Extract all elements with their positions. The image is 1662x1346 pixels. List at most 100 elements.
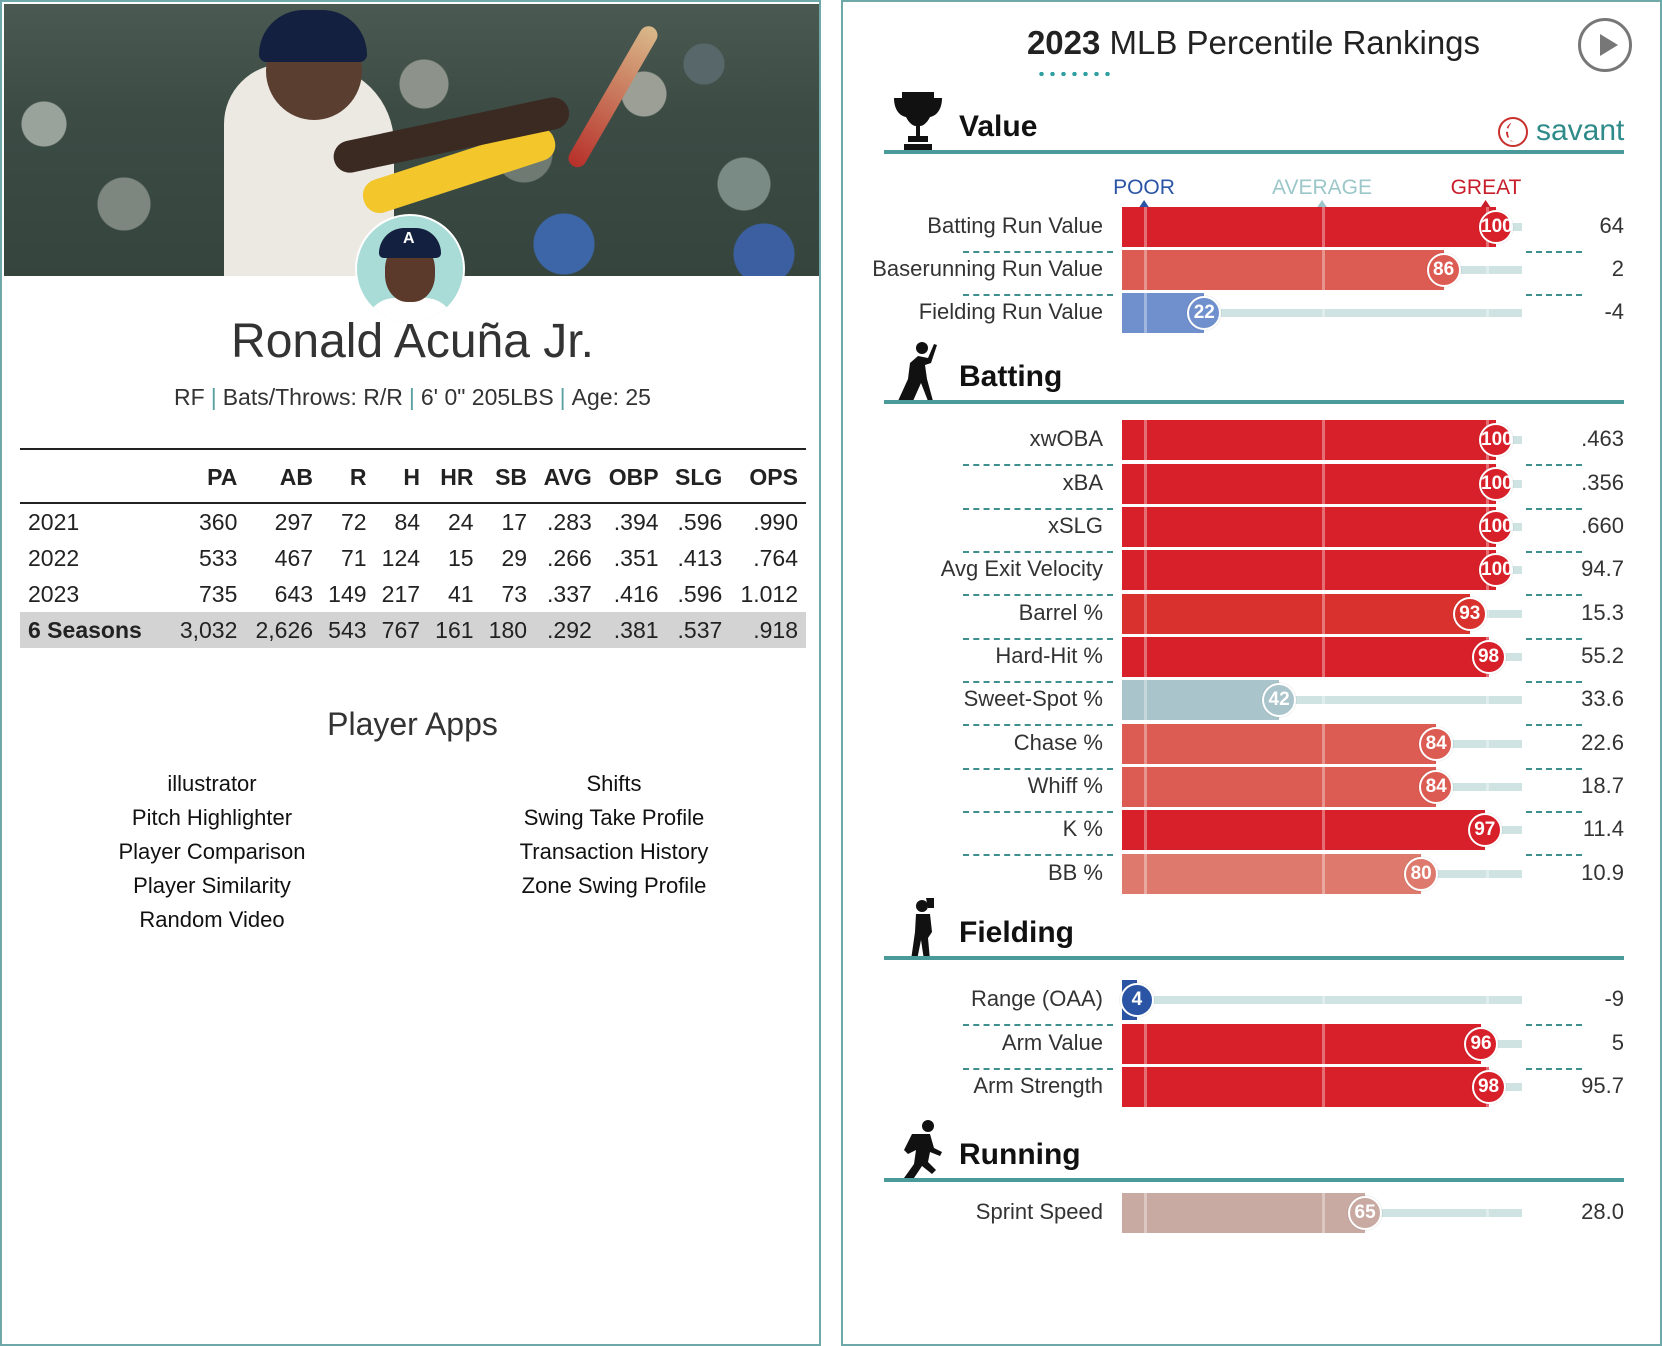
great-marker-line	[1486, 250, 1489, 290]
percentile-bar[interactable]: 100	[1122, 507, 1522, 547]
player-app-link[interactable]: Player Comparison	[118, 839, 306, 864]
percentile-bar-track	[1122, 696, 1522, 704]
metric-row[interactable]: Chase % 84 22.6	[843, 724, 1662, 770]
metric-row[interactable]: BB % 80 10.9	[843, 854, 1662, 894]
percentile-bar-fill	[1122, 680, 1280, 720]
percentile-bar[interactable]: 80	[1122, 854, 1522, 894]
percentile-bar[interactable]: 42	[1122, 680, 1522, 720]
player-app-link[interactable]: Random Video	[139, 907, 285, 932]
percentile-bar[interactable]: 93	[1122, 594, 1522, 634]
row-divider	[1526, 811, 1582, 813]
stats-cell: 73	[501, 580, 528, 607]
metric-name: K %	[1062, 816, 1103, 841]
scale-label-poor: POOR	[1113, 176, 1175, 209]
metric-row[interactable]: Batting Run Value 100 64	[843, 207, 1662, 253]
play-animation-button[interactable]	[1578, 18, 1632, 72]
savant-logo: savant	[1498, 114, 1624, 148]
section-batting: Batting	[884, 338, 1624, 404]
metric-value: 95.7	[1581, 1073, 1624, 1098]
stats-cell: 217	[381, 580, 421, 607]
rankings-year[interactable]: 2023	[1026, 24, 1101, 61]
percentile-bar[interactable]: 97	[1122, 810, 1522, 850]
year-dropdown-underline[interactable]	[1036, 72, 1112, 76]
percentile-bar[interactable]: 96	[1122, 1024, 1522, 1064]
section-label: Running	[959, 1138, 1081, 1171]
stats-cell: .413	[677, 544, 723, 571]
player-name: Ronald Acuña Jr.	[231, 315, 594, 368]
percentile-bar[interactable]: 100	[1122, 420, 1522, 460]
average-marker-line	[1322, 207, 1325, 247]
row-divider	[963, 724, 1113, 726]
metric-row[interactable]: Fielding Run Value 22 -4	[843, 293, 1662, 333]
row-divider	[1526, 854, 1582, 856]
metric-value: 5	[1611, 1030, 1624, 1055]
player-app-link[interactable]: Transaction History	[519, 839, 709, 864]
row-divider	[963, 768, 1113, 770]
section-divider	[884, 1178, 1624, 1182]
metric-row[interactable]: Barrel % 93 15.3	[843, 594, 1662, 640]
player-card: A Ronald Acuña Jr. RF | Bats/Throws: R/R | 6…	[0, 0, 821, 1346]
row-divider	[1526, 551, 1582, 553]
metric-name: Barrel %	[1018, 600, 1103, 625]
metric-row[interactable]: Whiff % 84 18.7	[843, 767, 1662, 813]
metric-value: .660	[1581, 513, 1624, 538]
percentile-bar[interactable]: 4	[1119, 980, 1522, 1020]
player-app-link[interactable]: Swing Take Profile	[523, 805, 705, 830]
metric-row[interactable]: Arm Strength 98 95.7	[843, 1067, 1662, 1107]
savant-brand-text: savant	[1536, 114, 1625, 147]
stats-cell: 15	[447, 544, 474, 571]
metric-value: 15.3	[1581, 600, 1624, 625]
metric-row[interactable]: Hard-Hit % 98 55.2	[843, 637, 1662, 683]
stats-cell: .381	[599, 612, 667, 648]
metric-row[interactable]: Avg Exit Velocity 100 94.7	[843, 550, 1662, 596]
metric-row[interactable]: Range (OAA) 4 -9	[843, 980, 1662, 1026]
percentile-circle: 100	[1479, 510, 1513, 544]
metric-row[interactable]: xBA 100 .356	[843, 464, 1662, 510]
metric-row[interactable]: xwOBA 100 .463	[843, 420, 1662, 466]
percentile-bar[interactable]: 98	[1122, 1067, 1522, 1107]
stats-cell: .537	[666, 612, 731, 648]
metric-row[interactable]: xSLG 100 .660	[843, 507, 1662, 553]
great-marker-line	[1486, 680, 1489, 720]
stats-col-header: OPS	[730, 448, 806, 504]
percentile-bar[interactable]: 86	[1122, 250, 1522, 290]
metric-row[interactable]: Sprint Speed 65 28.0	[843, 1193, 1662, 1233]
percentile-circle: 84	[1419, 727, 1454, 761]
row-divider	[963, 251, 1113, 253]
metric-name: Batting Run Value	[927, 213, 1103, 238]
player-app-link[interactable]: illustrator	[167, 771, 257, 796]
stats-col-header: AVG	[535, 448, 600, 504]
percentile-circle: 93	[1452, 597, 1487, 631]
stats-season-row: 2022 533 467 71 124 15 29 .266 .351 .413 .764	[20, 540, 806, 576]
metric-row[interactable]: K % 97 11.4	[843, 810, 1662, 856]
percentile-bar[interactable]: 84	[1122, 724, 1522, 764]
percentile-bar[interactable]: 84	[1122, 767, 1522, 807]
percentile-bar-fill	[1122, 767, 1437, 807]
percentile-bar[interactable]: 98	[1122, 637, 1522, 677]
row-divider	[1526, 638, 1582, 640]
row-divider	[963, 854, 1113, 856]
percentile-bar[interactable]: 100	[1122, 207, 1522, 247]
poor-marker-line	[1144, 207, 1147, 247]
metric-value: 28.0	[1581, 1199, 1624, 1224]
metric-row[interactable]: Baserunning Run Value 86 2	[843, 250, 1662, 296]
player-app-link[interactable]: Player Similarity	[133, 873, 291, 898]
percentile-bar[interactable]: 22	[1122, 293, 1522, 333]
row-divider	[1526, 594, 1582, 596]
metric-row[interactable]: Arm Value 96 5	[843, 1024, 1662, 1070]
great-marker-line	[1486, 293, 1489, 333]
average-marker-line	[1322, 680, 1325, 720]
player-app-link[interactable]: Zone Swing Profile	[521, 873, 707, 898]
rankings-title: 2023 MLB Percentile Rankings	[843, 24, 1662, 62]
metric-row[interactable]: Sweet-Spot % 42 33.6	[843, 680, 1662, 726]
average-marker-line	[1322, 1067, 1325, 1107]
player-app-link[interactable]: Shifts	[586, 771, 642, 796]
metric-name: Range (OAA)	[970, 986, 1103, 1011]
percentile-bar[interactable]: 65	[1122, 1193, 1522, 1233]
metric-value: 22.6	[1581, 730, 1624, 755]
percentile-bar[interactable]: 100	[1122, 550, 1522, 590]
stats-total-row: 6 Seasons 3,032 2,626 543 767 161 180.292.381.…	[20, 612, 806, 648]
player-app-link[interactable]: Pitch Highlighter	[131, 805, 293, 830]
stats-col-header: R	[321, 448, 375, 504]
percentile-bar[interactable]: 100	[1122, 464, 1522, 504]
